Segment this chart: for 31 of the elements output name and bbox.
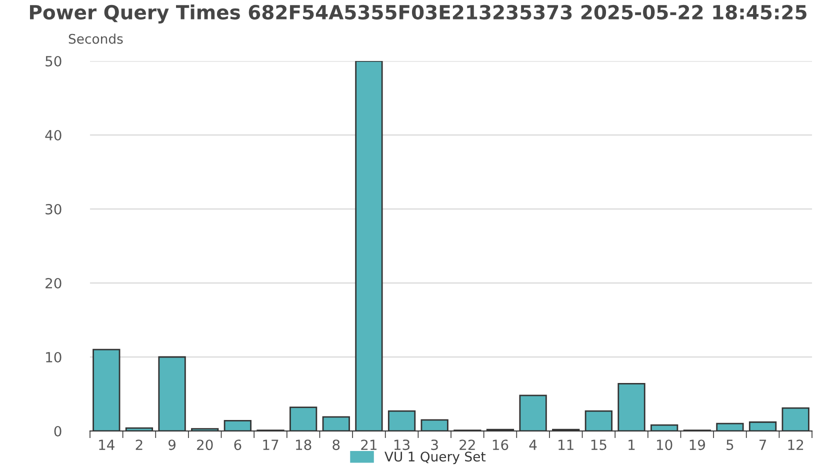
x-tick-label: 4 [529, 440, 537, 450]
x-tick-label: 20 [197, 440, 213, 450]
y-tick-label: 30 [46, 204, 62, 214]
x-tick-label: 18 [296, 440, 312, 450]
x-tick-label: 16 [492, 440, 508, 450]
y-axis-title: Seconds [68, 34, 123, 44]
x-tick-label: 14 [99, 440, 114, 450]
y-tick-label: 40 [45, 130, 62, 140]
y-tick-label: 10 [46, 352, 62, 362]
x-tick-label: 15 [591, 440, 606, 450]
legend-label: VU 1 Query Set [384, 452, 486, 464]
x-tick-label: 21 [361, 440, 377, 450]
x-tick-label: 12 [788, 440, 804, 450]
x-tick-label: 3 [431, 440, 438, 450]
x-tick-label: 8 [332, 440, 340, 450]
x-tick-label: 17 [263, 440, 278, 450]
y-tick-label: 0 [54, 426, 62, 436]
x-tick-label: 5 [726, 440, 734, 450]
x-tick-label: 19 [690, 440, 705, 450]
x-tick-label: 9 [168, 440, 176, 450]
chart-title: Power Query Times 682F54A5355F03E213235373 2025-05-22 18:45:25 [30, 4, 806, 24]
x-tick-label: 10 [657, 440, 672, 450]
y-tick-label: 20 [46, 278, 62, 288]
x-tick-label: 1 [628, 440, 635, 450]
x-tick-label: 2 [136, 440, 142, 450]
x-tick-label: 7 [759, 440, 766, 450]
x-tick-label: 6 [234, 440, 242, 450]
y-tick-label: 50 [46, 56, 62, 66]
x-tick-label: 22 [460, 440, 475, 450]
x-tick-label: 13 [394, 440, 410, 450]
x-tick-label: 11 [558, 440, 574, 450]
